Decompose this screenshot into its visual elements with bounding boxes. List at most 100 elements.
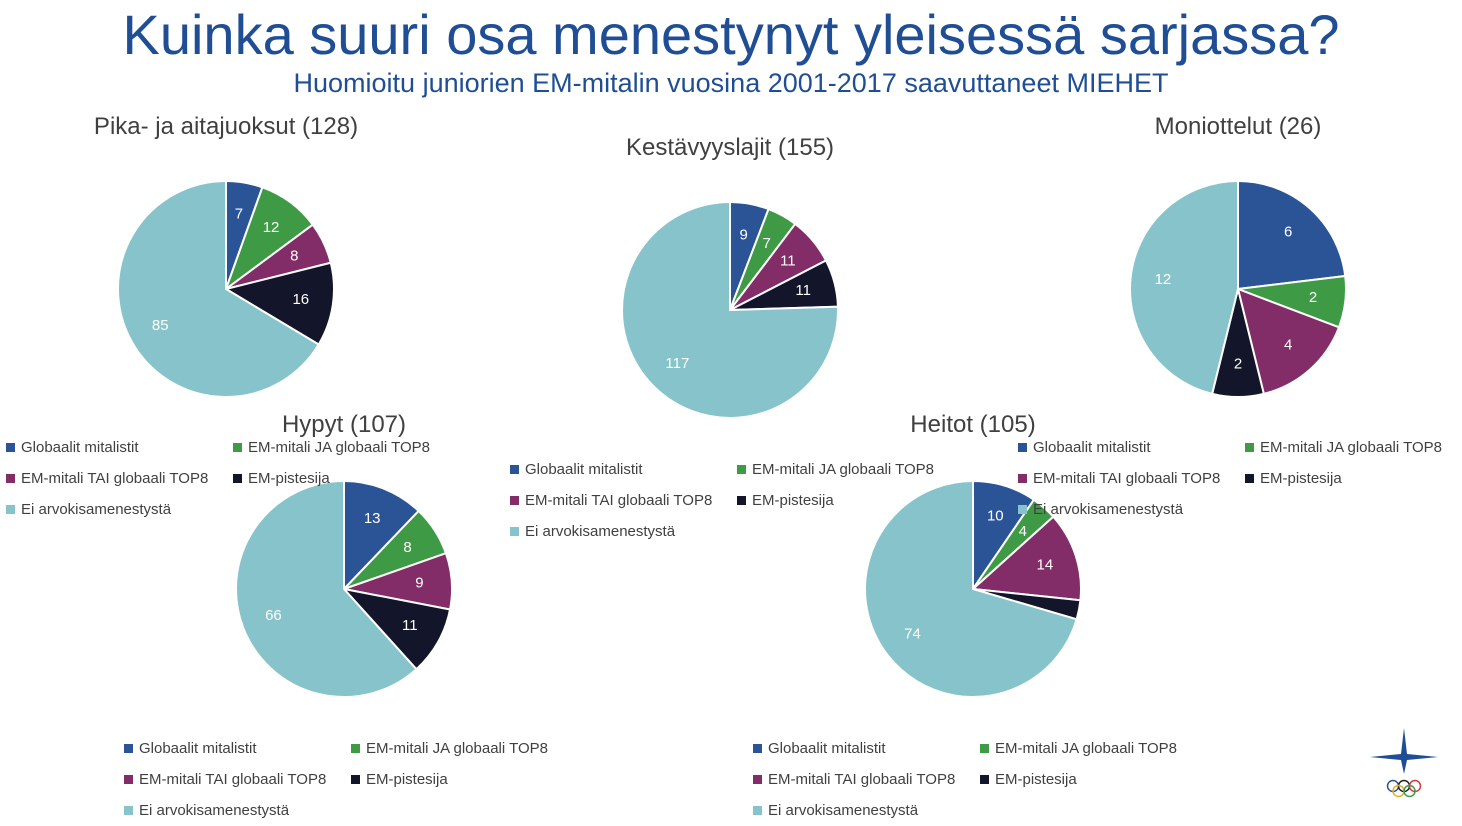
legend-swatch [6, 443, 15, 452]
data-label: 66 [265, 607, 282, 624]
slice-ei-menestysta [235, 479, 418, 698]
legend-swatch [233, 474, 242, 483]
data-label: 7 [235, 205, 243, 222]
legend-swatch [124, 775, 133, 784]
legend-swatch [510, 496, 519, 505]
data-label: 2 [1234, 356, 1242, 373]
legend-item-pistesija: EM-pistesija [351, 771, 578, 788]
page-subtitle: Huomioitu juniorien EM-mitalin vuosina 2… [293, 68, 1169, 98]
data-label: 13 [364, 510, 381, 527]
legend-item-globaalit: Globaalit mitalistit [753, 740, 980, 757]
legend-item-ei: Ei arvokisamenestystä [1018, 501, 1245, 518]
legend-item-em-ja: EM-mitali JA globaali TOP8 [980, 740, 1207, 757]
legend-item-em-tai: EM-mitali TAI globaali TOP8 [6, 470, 233, 487]
legend-item-globaalit: Globaalit mitalistit [1018, 439, 1245, 456]
data-label: 11 [780, 252, 796, 269]
legend-swatch [1245, 443, 1254, 452]
legend-item-pistesija: EM-pistesija [1245, 470, 1462, 487]
legend-swatch [753, 775, 762, 784]
legend-hypyt: Globaalit mitalistit EM-mitali JA globaa… [124, 733, 594, 826]
legend-swatch [6, 505, 15, 514]
legend-item-pistesija: EM-pistesija [737, 492, 964, 509]
data-label: 10 [987, 508, 1004, 525]
data-label: 85 [152, 317, 169, 334]
data-label: 74 [904, 625, 921, 642]
slice-ei-menestysta [117, 179, 321, 398]
chart-title-pika: Pika- ja aitajuoksut (128) [93, 113, 359, 140]
legend-kestavyys: Globaalit mitalistit EM-mitali JA globaa… [510, 454, 980, 547]
slice-globaalit [343, 479, 421, 592]
legend-swatch [351, 775, 360, 784]
slice-ei-menestysta [1128, 179, 1239, 396]
legend-swatch [510, 527, 519, 536]
legend-swatch [510, 465, 519, 474]
legend-item-pistesija: EM-pistesija [233, 470, 460, 487]
legend-item-ei: Ei arvokisamenestystä [753, 802, 980, 819]
legend-item-ei: Ei arvokisamenestystä [124, 802, 351, 819]
data-label: 14 [1037, 557, 1054, 574]
legend-swatch [124, 806, 133, 815]
data-label: 9 [740, 227, 748, 244]
legend-swatch [980, 744, 989, 753]
chart-title-heitot: Heitot (105) [910, 411, 1036, 438]
slice-em-tai-top8 [970, 515, 1082, 602]
slice-globaalit [1237, 179, 1347, 291]
legend-item-em-tai: EM-mitali TAI globaali TOP8 [124, 771, 351, 788]
data-label: 11 [402, 617, 418, 634]
data-label: 2 [1309, 289, 1317, 306]
legend-swatch [1018, 443, 1027, 452]
slice-pistesija [223, 261, 335, 346]
legend-item-em-ja: EM-mitali JA globaali TOP8 [351, 740, 578, 757]
legend-item-globaalit: Globaalit mitalistit [124, 740, 351, 757]
legend-moniottelut: Globaalit mitalistit EM-mitali JA globaa… [1018, 432, 1462, 525]
legend-item-globaalit: Globaalit mitalistit [6, 439, 233, 456]
legend-swatch [1245, 474, 1254, 483]
legend-item-em-tai: EM-mitali TAI globaali TOP8 [510, 492, 737, 509]
data-label: 12 [263, 219, 280, 236]
legend-item-em-ja: EM-mitali JA globaali TOP8 [1245, 439, 1462, 456]
legend-swatch [737, 496, 746, 505]
legend-swatch [753, 744, 762, 753]
data-label: 9 [415, 574, 423, 591]
chart-title-kestavyys: Kestävyyslajit (155) [625, 134, 835, 161]
legend-item-pistesija: EM-pistesija [980, 771, 1207, 788]
data-label: 8 [290, 248, 298, 265]
legend-item-ei: Ei arvokisamenestystä [6, 501, 233, 518]
data-label: 4 [1284, 337, 1292, 354]
chart-title-hypyt: Hypyt (107) [281, 411, 407, 438]
legend-swatch [737, 465, 746, 474]
legend-swatch [1018, 505, 1027, 514]
legend-swatch [6, 474, 15, 483]
legend-swatch [233, 443, 242, 452]
data-label: 6 [1284, 223, 1292, 240]
legend-item-em-ja: EM-mitali JA globaali TOP8 [233, 439, 460, 456]
legend-item-em-tai: EM-mitali TAI globaali TOP8 [753, 771, 980, 788]
data-label: 11 [795, 282, 811, 299]
data-label: 12 [1155, 271, 1172, 288]
legend-pika: Globaalit mitalistit EM-mitali JA globaa… [6, 432, 476, 525]
data-label: 7 [763, 235, 771, 252]
legend-heitot: Globaalit mitalistit EM-mitali JA globaa… [753, 733, 1223, 826]
legend-item-em-tai: EM-mitali TAI globaali TOP8 [1018, 470, 1245, 487]
legend-swatch [1018, 474, 1027, 483]
legend-swatch [980, 775, 989, 784]
legend-swatch [124, 744, 133, 753]
legend-item-em-ja: EM-mitali JA globaali TOP8 [737, 461, 964, 478]
slice-ei-menestysta [621, 200, 839, 419]
legend-item-ei: Ei arvokisamenestystä [510, 523, 737, 540]
legend-swatch [753, 806, 762, 815]
data-label: 8 [403, 539, 411, 556]
slice-em-tai-top8 [1236, 287, 1341, 396]
legend-item-globaalit: Globaalit mitalistit [510, 461, 737, 478]
page-title: Kuinka suuri osa menestynyt yleisessä sa… [122, 3, 1340, 66]
data-label: 4 [1019, 523, 1027, 540]
slice-ei-menestysta [864, 479, 1078, 698]
legend-swatch [351, 744, 360, 753]
data-label: 117 [665, 355, 689, 372]
data-label: 16 [292, 291, 309, 308]
olympic-committee-logo [1370, 728, 1438, 798]
